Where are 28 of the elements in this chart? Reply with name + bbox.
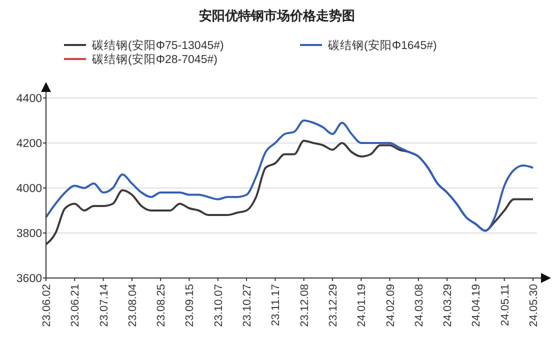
x-tick-label: 24.03.08 xyxy=(413,284,426,327)
chart-title: 安阳优特钢市场价格走势图 xyxy=(199,8,355,23)
x-tick-label: 23.11.17 xyxy=(270,284,282,326)
y-tick-label: 4400 xyxy=(16,93,42,105)
x-tick-label: 23.08.04 xyxy=(126,284,139,327)
y-tick-label: 4000 xyxy=(16,183,42,195)
x-tick-label: 23.12.08 xyxy=(298,284,311,327)
legend-label: 碳结钢(安阳Φ1645#) xyxy=(327,38,437,52)
x-tick-label: 23.07.14 xyxy=(98,284,110,327)
y-tick-label: 3600 xyxy=(16,273,42,285)
x-tick-label: 23.06.02 xyxy=(41,284,53,327)
x-tick-label: 23.09.15 xyxy=(184,284,196,327)
x-tick-label: 24.02.09 xyxy=(384,284,397,327)
x-tick-label: 24.04.19 xyxy=(470,284,483,327)
x-tick-label: 23.10.07 xyxy=(212,284,225,327)
y-tick-label: 3800 xyxy=(16,228,42,240)
y-tick-label: 4200 xyxy=(16,138,42,150)
x-tick-label: 23.08.25 xyxy=(156,284,168,327)
line-series xyxy=(45,120,534,232)
x-tick-label: 23.10.27 xyxy=(242,284,254,327)
legend-label: 碳结钢(安阳Φ28-7045#) xyxy=(91,52,218,66)
x-tick-label: 24.03.29 xyxy=(442,284,454,327)
x-tick-label: 24.01.19 xyxy=(356,284,368,327)
x-tick-label: 24.05.30 xyxy=(528,284,540,327)
legend-label: 碳结钢(安阳Φ75-13045#) xyxy=(91,38,224,52)
x-tick-label: 23.06.21 xyxy=(70,284,82,327)
x-tick-label: 24.05.11 xyxy=(499,284,512,326)
x-tick-label: 23.12.29 xyxy=(327,284,340,327)
